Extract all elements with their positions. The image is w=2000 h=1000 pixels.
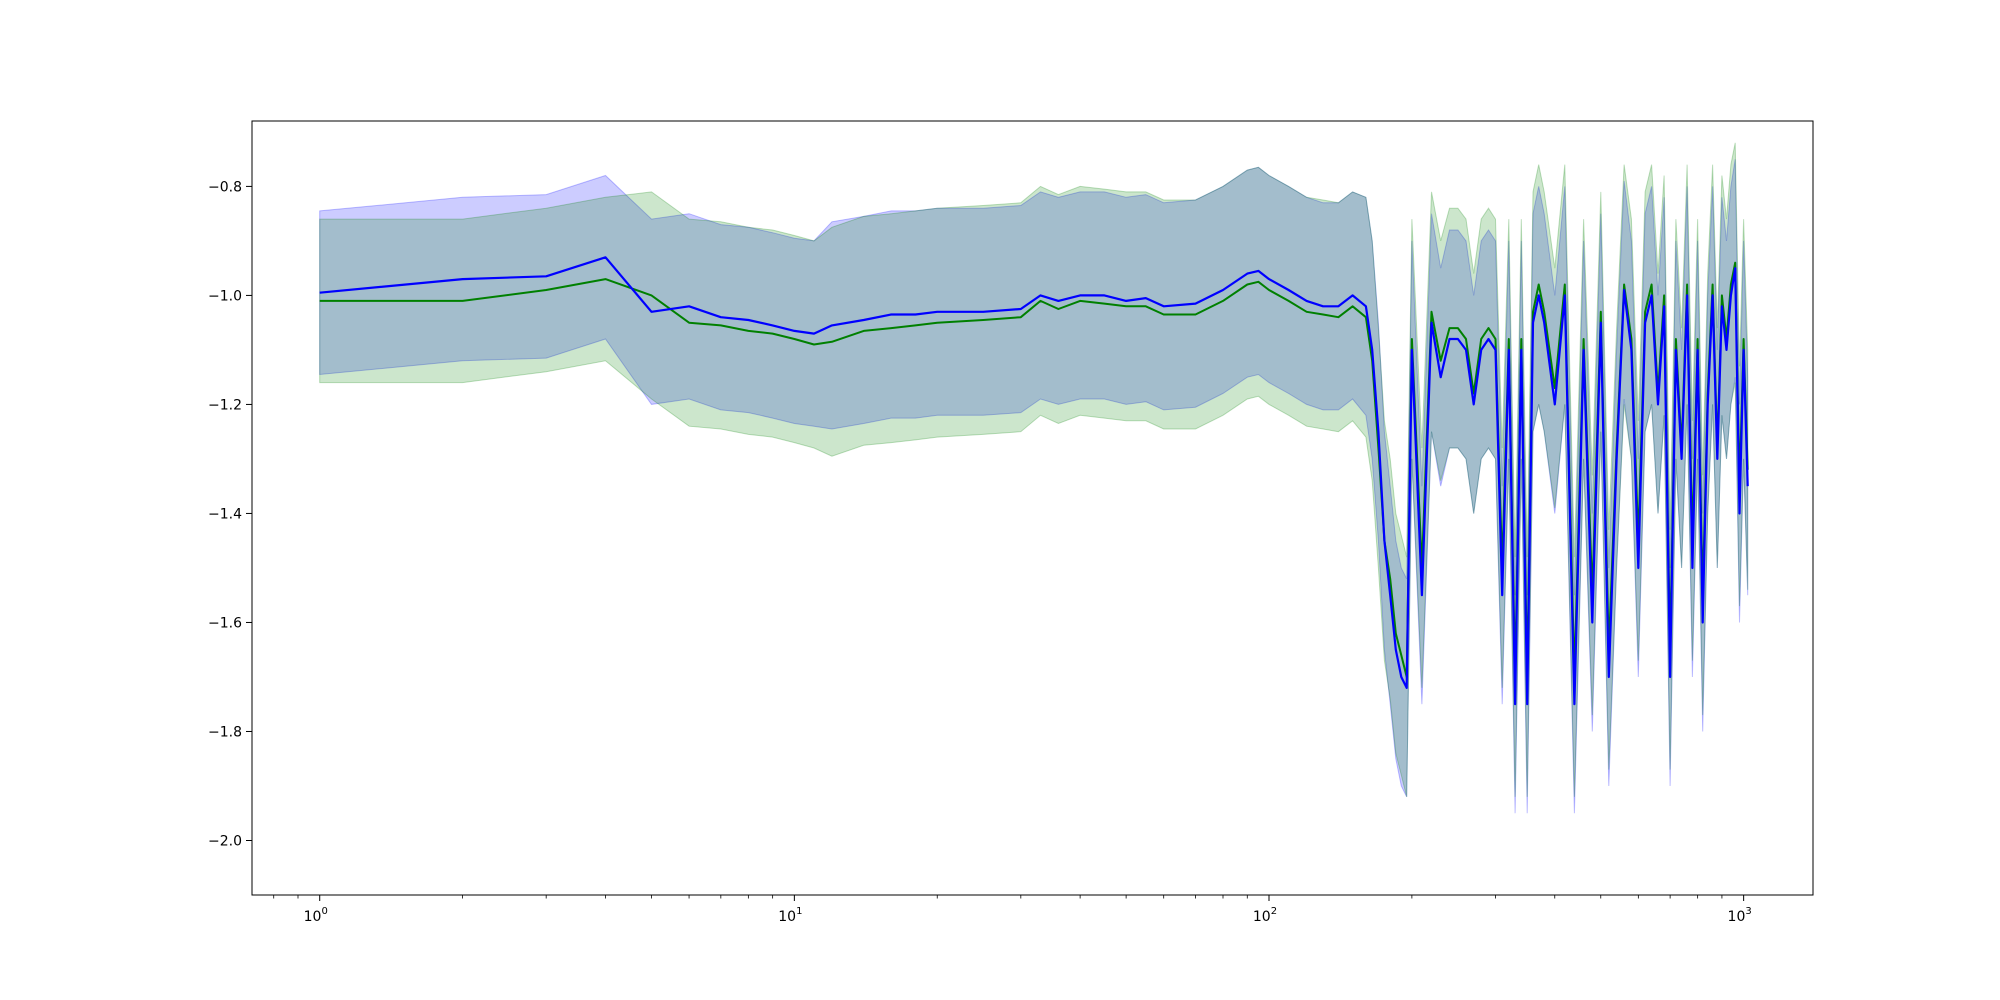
x-tick-label: 103 (1728, 906, 1752, 925)
series-line-1 (319, 256, 1749, 706)
axes-frame (251, 120, 1814, 896)
confidence-bands (319, 142, 1749, 814)
y-tick-label: −1.6 (208, 615, 242, 631)
x-tick-exponent: 3 (1745, 906, 1751, 917)
x-tick-exponent: 0 (321, 906, 327, 917)
y-tick-label: −1.8 (208, 724, 242, 740)
x-tick-label: 102 (1253, 906, 1277, 925)
series-band-1 (319, 159, 1749, 814)
y-tick-label: −0.8 (208, 179, 242, 195)
series-band-2 (319, 142, 1749, 798)
x-tick-base: 10 (778, 909, 796, 925)
x-tick-label: 100 (304, 906, 328, 925)
x-tick-base: 10 (304, 909, 322, 925)
y-tick-label: −2.0 (208, 833, 242, 849)
x-tick-exponent: 2 (1271, 906, 1277, 917)
x-axis: 100 101 102 103 (273, 895, 1752, 925)
x-tick-label: 101 (778, 906, 802, 925)
y-axis: −0.8 −1.0 −1.2 −1.4 −1.6 −1.8 −2.0 (208, 179, 252, 849)
y-tick-label: −1.2 (208, 397, 242, 413)
y-tick-label: −1.0 (208, 288, 242, 304)
x-tick-base: 10 (1253, 909, 1271, 925)
series-lines (319, 256, 1749, 706)
x-tick-base: 10 (1728, 909, 1746, 925)
x-tick-exponent: 1 (796, 906, 802, 917)
y-tick-label: −1.4 (208, 506, 242, 522)
